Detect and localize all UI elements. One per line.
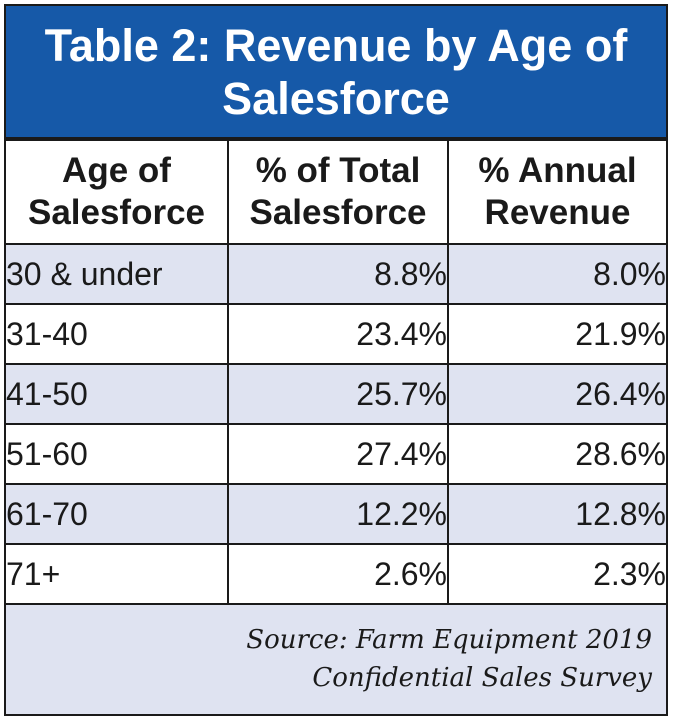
- table-row: 51-60 27.4% 28.6%: [6, 423, 666, 485]
- source-note: Source: Farm Equipment 2019 Confidential…: [6, 603, 666, 714]
- table-row: 30 & under 8.8% 8.0%: [6, 243, 666, 305]
- revenue-percent-cell: 2.3%: [447, 543, 666, 605]
- salesforce-percent-cell: 25.7%: [227, 363, 449, 425]
- salesforce-percent-cell: 27.4%: [227, 423, 449, 485]
- column-header-age: Age of Salesforce: [6, 139, 229, 245]
- age-cell: 61-70: [6, 483, 229, 545]
- age-cell: 31-40: [6, 303, 229, 365]
- salesforce-percent-cell: 12.2%: [227, 483, 449, 545]
- revenue-percent-cell: 8.0%: [447, 243, 666, 305]
- salesforce-percent-cell: 23.4%: [227, 303, 449, 365]
- revenue-by-age-table: Age of Salesforce % of Total Salesforce …: [6, 139, 666, 605]
- revenue-percent-cell: 28.6%: [447, 423, 666, 485]
- table-row: 61-70 12.2% 12.8%: [6, 483, 666, 545]
- table-row: 31-40 23.4% 21.9%: [6, 303, 666, 365]
- age-cell: 41-50: [6, 363, 229, 425]
- salesforce-percent-cell: 8.8%: [227, 243, 449, 305]
- table-row: 41-50 25.7% 26.4%: [6, 363, 666, 425]
- age-cell: 30 & under: [6, 243, 229, 305]
- title-bar: Table 2: Revenue by Age of Salesforce: [6, 6, 666, 139]
- revenue-percent-cell: 21.9%: [447, 303, 666, 365]
- age-cell: 51-60: [6, 423, 229, 485]
- table-row: 71+ 2.6% 2.3%: [6, 543, 666, 605]
- table-title: Table 2: Revenue by Age of Salesforce: [44, 19, 628, 124]
- age-cell: 71+: [6, 543, 229, 605]
- salesforce-percent-cell: 2.6%: [227, 543, 449, 605]
- revenue-percent-cell: 26.4%: [447, 363, 666, 425]
- header-row: Age of Salesforce % of Total Salesforce …: [6, 139, 666, 245]
- revenue-percent-cell: 12.8%: [447, 483, 666, 545]
- column-header-annual-revenue: % Annual Revenue: [447, 139, 666, 245]
- table-frame: Table 2: Revenue by Age of Salesforce Ag…: [4, 4, 668, 716]
- column-header-total-salesforce: % of Total Salesforce: [227, 139, 449, 245]
